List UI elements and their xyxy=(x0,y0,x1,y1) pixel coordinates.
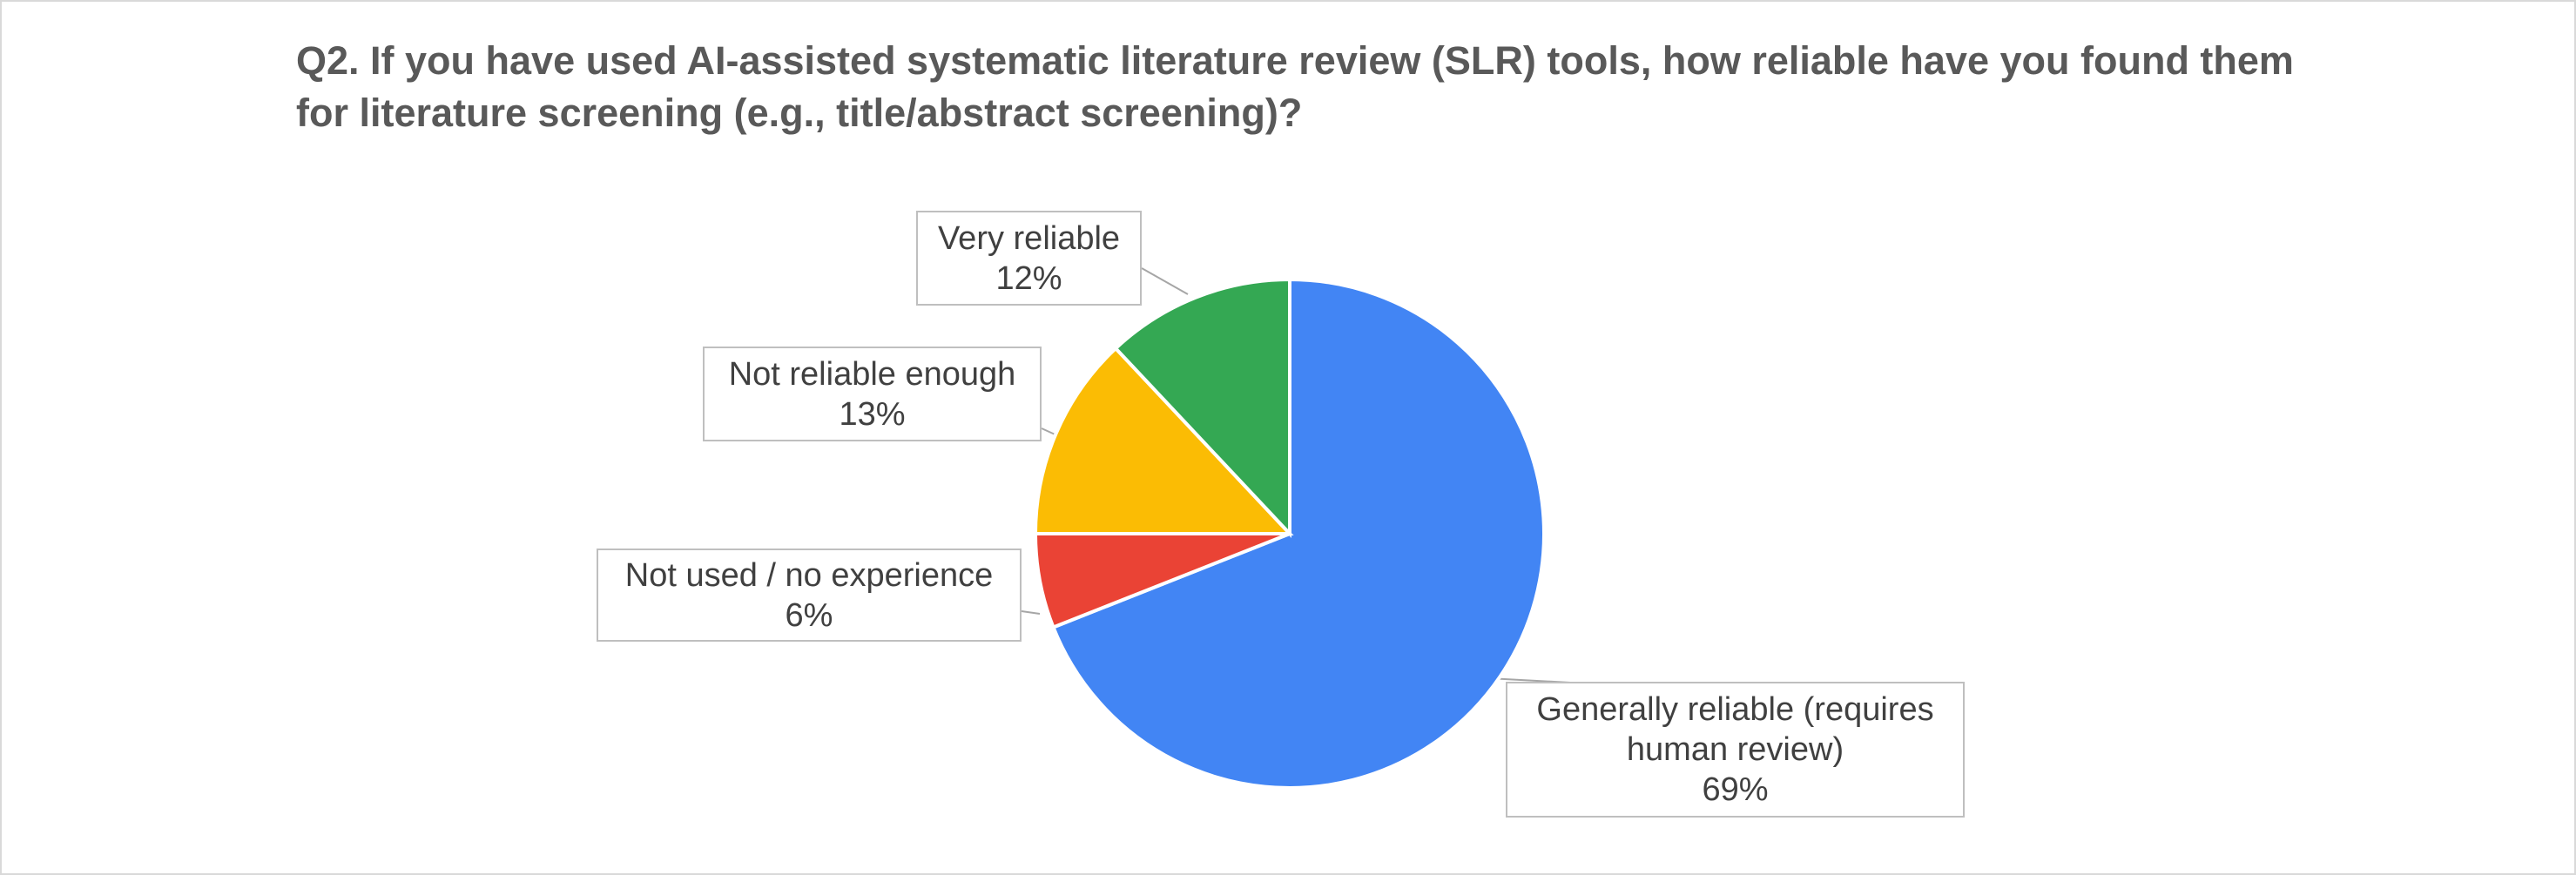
data-label: Not reliable enough 13% xyxy=(703,347,1042,441)
label-value: 69% xyxy=(1702,771,1769,808)
leader-line xyxy=(1141,267,1189,295)
data-label: Very reliable 12% xyxy=(916,211,1142,306)
label-category: Not reliable enough xyxy=(728,355,1016,393)
chart-title: Q2. If you have used AI-assisted systema… xyxy=(296,38,2294,135)
label-category: Generally reliable (requires human revie… xyxy=(1536,691,1934,768)
label-value: 6% xyxy=(785,596,833,634)
label-value: 13% xyxy=(839,395,906,433)
label-value: 12% xyxy=(995,259,1062,297)
label-category: Very reliable xyxy=(937,219,1121,257)
pie-slice xyxy=(1033,346,1294,535)
pie-slice xyxy=(1113,277,1291,539)
data-label: Not used / no experience 6% xyxy=(597,549,1022,642)
label-category: Not used / no experience xyxy=(624,556,994,594)
pie-slice xyxy=(1050,277,1546,790)
leader-line xyxy=(1021,610,1041,615)
data-label: Generally reliable (requires human revie… xyxy=(1506,682,1965,818)
